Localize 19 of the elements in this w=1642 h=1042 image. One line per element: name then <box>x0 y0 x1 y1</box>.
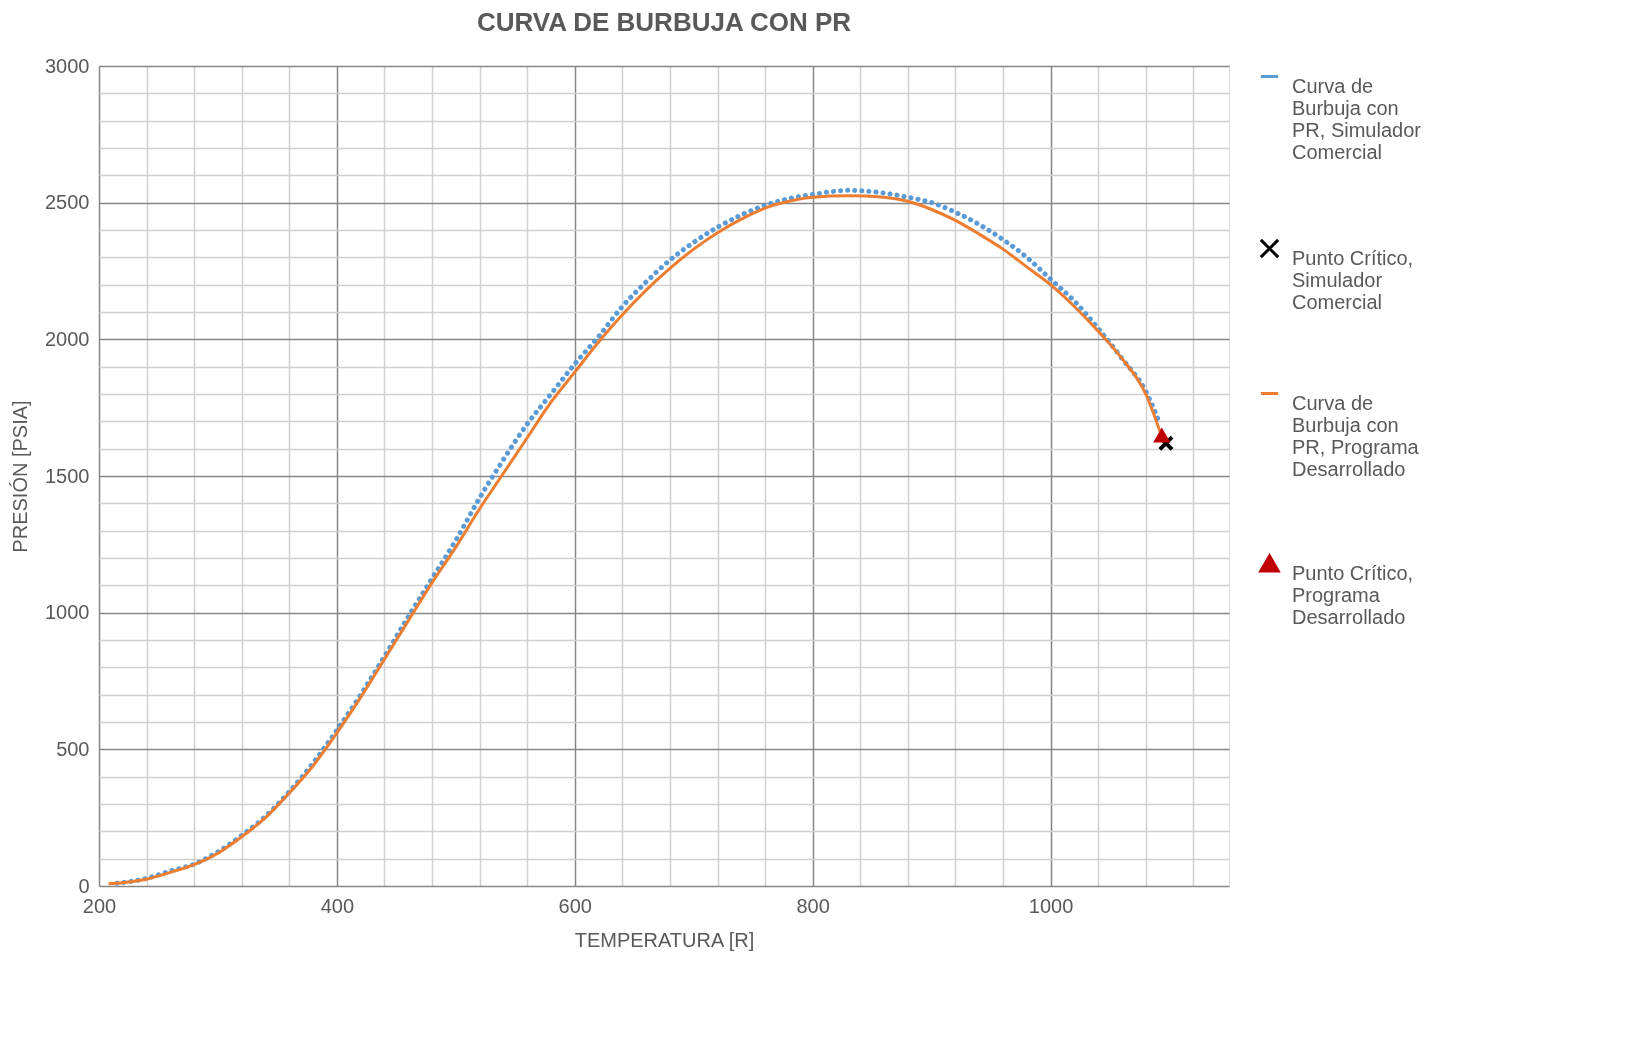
x-tick-label: 200 <box>82 894 117 917</box>
x-tick-label: 600 <box>558 894 592 917</box>
chart-title: CURVA DE BURBUJA CON PR <box>476 7 852 37</box>
x-axis-title: TEMPERATURA [R] <box>574 928 755 951</box>
x-tick-label: 800 <box>796 894 830 917</box>
legend-label: Curva de Burbuja con PR, Simulador Comercial <box>1292 74 1422 163</box>
x-tick-label: 400 <box>320 894 355 917</box>
y-tick-label: 500 <box>56 737 90 760</box>
y-axis-title: PRESIÓN [PSIA] <box>9 400 32 553</box>
y-tick-label: 1500 <box>45 464 90 487</box>
y-tick-label: 1000 <box>45 601 90 624</box>
y-tick-label: 3000 <box>45 54 90 77</box>
legend-label: Punto Crítico, Simulador Comercial <box>1292 246 1414 313</box>
y-tick-label: 0 <box>78 874 90 897</box>
legend-label: Punto Crítico, Programa Desarrollado <box>1292 561 1414 628</box>
x-tick-label: 1000 <box>1028 894 1074 917</box>
y-tick-label: 2000 <box>45 327 90 350</box>
y-tick-label: 2500 <box>45 191 90 214</box>
legend-label: Curva de Burbuja con PR, Programa Desarrollado <box>1292 391 1420 480</box>
